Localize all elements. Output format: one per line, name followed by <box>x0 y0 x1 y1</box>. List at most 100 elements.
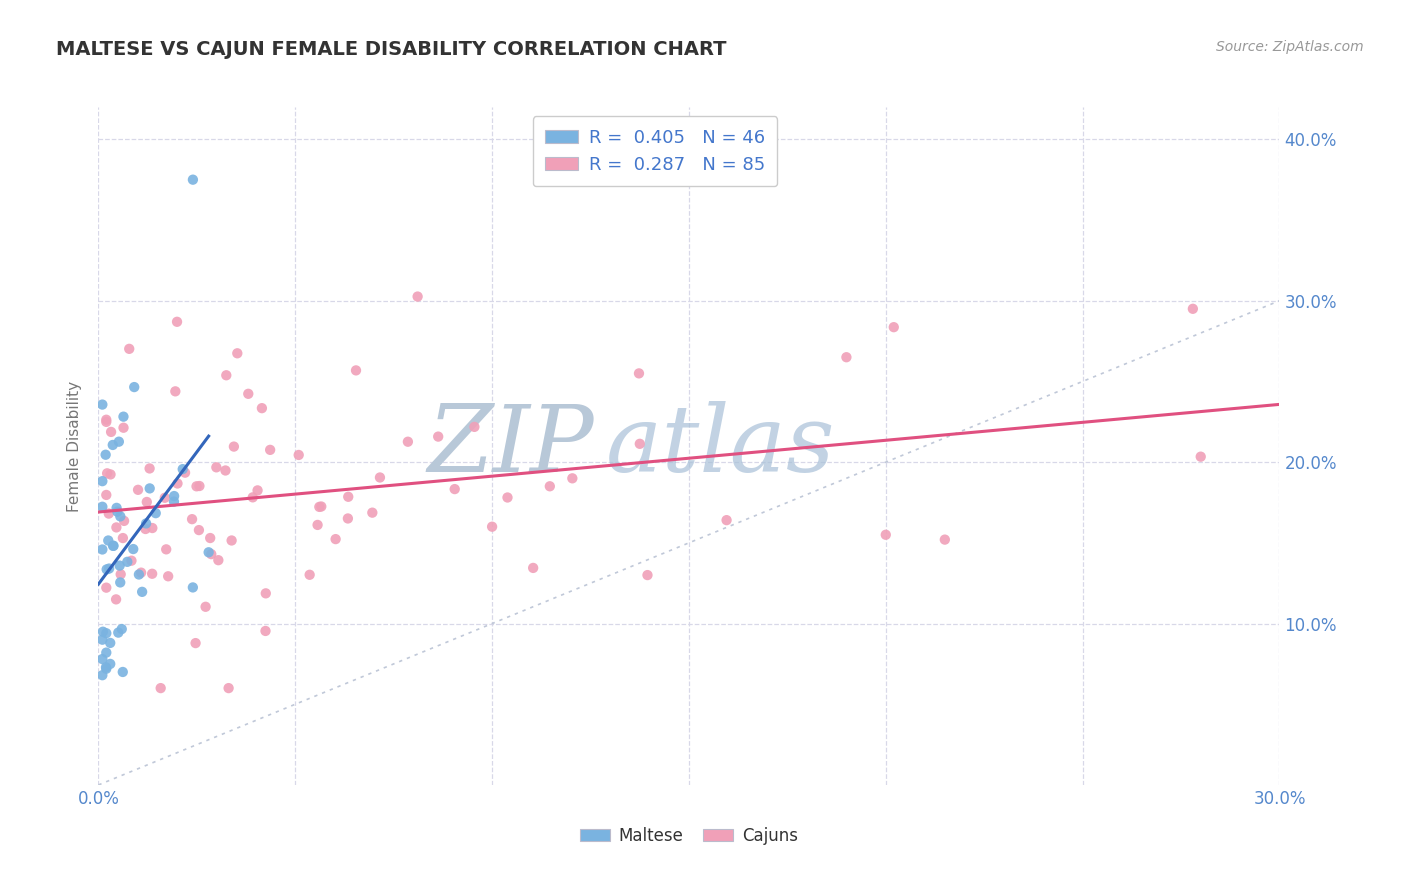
Point <box>118 342 141 356</box>
Point <box>307 517 329 532</box>
Point <box>172 462 194 476</box>
Point <box>496 491 519 505</box>
Point <box>111 622 134 636</box>
Point <box>200 531 222 545</box>
Point <box>361 506 384 520</box>
Point <box>111 665 134 679</box>
Point <box>91 542 114 557</box>
Point <box>131 585 153 599</box>
Point <box>181 172 204 186</box>
Point <box>157 569 180 583</box>
Point <box>1181 301 1204 316</box>
Point <box>112 514 135 528</box>
Point <box>883 320 905 334</box>
Point <box>135 516 157 531</box>
Point <box>117 555 139 569</box>
Point <box>97 533 120 548</box>
Point <box>637 568 659 582</box>
Point <box>105 500 128 515</box>
Point <box>110 509 132 524</box>
Point <box>110 567 132 582</box>
Point <box>128 567 150 582</box>
Point <box>875 528 897 542</box>
Point <box>481 519 503 533</box>
Point <box>105 520 128 534</box>
Point <box>218 681 240 695</box>
Point <box>153 491 176 505</box>
Point <box>298 567 321 582</box>
Point <box>205 460 228 475</box>
Point <box>1189 450 1212 464</box>
Point <box>166 476 188 491</box>
Point <box>96 646 118 660</box>
Point <box>145 506 167 520</box>
Point <box>835 350 858 364</box>
Point <box>96 662 118 676</box>
Point <box>91 474 114 488</box>
Point <box>107 625 129 640</box>
Point <box>101 539 124 553</box>
Y-axis label: Female Disability: Female Disability <box>67 380 83 512</box>
Point <box>100 425 122 439</box>
Point <box>254 624 277 638</box>
Point <box>134 522 156 536</box>
Point <box>166 315 188 329</box>
Point <box>94 660 117 674</box>
Point <box>181 512 204 526</box>
Point <box>215 368 238 383</box>
Point <box>108 434 131 449</box>
Point <box>96 467 118 481</box>
Point <box>111 531 134 545</box>
Point <box>259 442 281 457</box>
Point <box>127 483 149 497</box>
Point <box>538 479 561 493</box>
Point <box>311 500 333 514</box>
Point <box>254 586 277 600</box>
Point <box>406 289 429 303</box>
Point <box>628 437 651 451</box>
Point <box>91 624 114 639</box>
Point <box>122 542 145 557</box>
Point <box>200 547 222 561</box>
Point <box>308 500 330 514</box>
Point <box>138 482 160 496</box>
Point <box>135 495 157 509</box>
Point <box>91 500 114 514</box>
Point <box>443 482 465 496</box>
Point <box>155 542 177 557</box>
Point <box>344 363 367 377</box>
Point <box>110 575 132 590</box>
Point <box>242 491 264 505</box>
Point <box>141 566 163 581</box>
Point <box>165 384 187 399</box>
Point <box>101 438 124 452</box>
Point <box>336 511 359 525</box>
Point <box>103 539 125 553</box>
Point <box>94 448 117 462</box>
Point <box>238 386 260 401</box>
Point <box>716 513 738 527</box>
Point <box>214 463 236 477</box>
Point <box>122 380 145 394</box>
Point <box>98 636 121 650</box>
Point <box>222 440 245 454</box>
Point <box>194 599 217 614</box>
Point <box>100 467 122 482</box>
Point <box>561 471 583 485</box>
Point <box>221 533 243 548</box>
Point <box>396 434 419 449</box>
Point <box>112 409 135 424</box>
Point <box>105 592 128 607</box>
Point <box>91 632 114 647</box>
Text: Source: ZipAtlas.com: Source: ZipAtlas.com <box>1216 40 1364 54</box>
Point <box>112 421 135 435</box>
Point <box>934 533 956 547</box>
Point <box>337 490 360 504</box>
Point <box>368 470 391 484</box>
Point <box>186 479 208 493</box>
Point <box>463 420 485 434</box>
Point <box>174 466 197 480</box>
Point <box>91 652 114 666</box>
Point <box>149 681 172 695</box>
Point <box>207 553 229 567</box>
